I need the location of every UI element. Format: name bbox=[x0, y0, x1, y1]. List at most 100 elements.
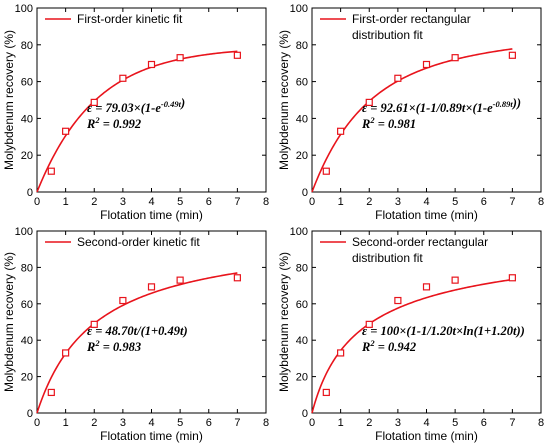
plot-frame bbox=[311, 230, 542, 414]
fit-curve bbox=[36, 50, 238, 193]
data-point bbox=[394, 74, 402, 82]
y-tick-label: 0 bbox=[27, 408, 33, 420]
y-tick-label: 20 bbox=[21, 372, 33, 384]
x-tick-label: 2 bbox=[91, 417, 97, 429]
y-tick-label: 100 bbox=[15, 226, 33, 238]
y-axis-label: Molybdenum recovery (%) bbox=[2, 30, 16, 170]
x-tick-label: 6 bbox=[481, 196, 487, 208]
data-point bbox=[322, 388, 330, 397]
data-point bbox=[47, 167, 55, 175]
data-point bbox=[147, 60, 156, 69]
y-tick-label: 0 bbox=[302, 408, 308, 420]
x-tick-label: 7 bbox=[509, 417, 515, 429]
data-point bbox=[508, 51, 516, 59]
y-tick-label: 40 bbox=[21, 113, 33, 125]
legend-label: distribution fit bbox=[352, 251, 423, 265]
plot-frame bbox=[36, 230, 267, 414]
data-point bbox=[394, 296, 402, 305]
data-point bbox=[90, 320, 98, 328]
x-tick-label: 4 bbox=[148, 196, 154, 208]
x-tick-label: 7 bbox=[509, 196, 515, 208]
x-tick-label: 3 bbox=[395, 417, 401, 429]
data-point bbox=[119, 296, 127, 305]
y-tick-label: 60 bbox=[296, 77, 308, 89]
fit-equation: ε = 100×(1-1/1.20t×ln(1+1.20t)) bbox=[362, 324, 525, 338]
data-point bbox=[47, 388, 55, 397]
x-tick-label: 2 bbox=[91, 196, 97, 208]
x-tick-label: 8 bbox=[263, 417, 269, 429]
y-axis-label: Molybdenum recovery (%) bbox=[277, 252, 291, 392]
y-tick-label: 20 bbox=[296, 372, 308, 384]
y-tick-label: 40 bbox=[21, 335, 33, 347]
y-tick-label: 100 bbox=[290, 3, 308, 15]
x-tick-label: 4 bbox=[148, 417, 154, 429]
x-tick-label: 8 bbox=[538, 417, 544, 429]
legend-label: Second-order kinetic fit bbox=[77, 235, 200, 249]
fit-equation: ε = 79.03×(1-e-0.49t) bbox=[87, 96, 185, 115]
y-axis-label: Molybdenum recovery (%) bbox=[2, 252, 16, 392]
data-point bbox=[90, 98, 98, 106]
fit-equation: ε = 48.70t/(1+0.49t) bbox=[87, 324, 188, 338]
data-point bbox=[422, 283, 431, 291]
x-tick-label: 2 bbox=[366, 417, 372, 429]
x-tick-label: 4 bbox=[423, 196, 429, 208]
data-point bbox=[337, 127, 345, 135]
r-squared: R2 = 0.983 bbox=[86, 338, 141, 354]
x-tick-label: 0 bbox=[34, 196, 40, 208]
y-tick-label: 60 bbox=[21, 299, 33, 311]
y-tick-label: 80 bbox=[21, 262, 33, 274]
y-tick-label: 40 bbox=[296, 335, 308, 347]
legend-label: First-order kinetic fit bbox=[77, 12, 183, 26]
x-tick-label: 5 bbox=[452, 196, 458, 208]
y-tick-label: 40 bbox=[296, 113, 308, 125]
data-point bbox=[176, 54, 184, 62]
x-tick-label: 1 bbox=[338, 196, 344, 208]
y-axis-label: Molybdenum recovery (%) bbox=[277, 30, 291, 170]
data-point bbox=[233, 274, 241, 282]
y-tick-label: 80 bbox=[296, 262, 308, 274]
x-tick-label: 0 bbox=[309, 417, 315, 429]
x-axis-label: Flotation time (min) bbox=[375, 208, 478, 222]
y-tick-label: 80 bbox=[21, 40, 33, 52]
x-tick-label: 1 bbox=[338, 417, 344, 429]
x-tick-label: 8 bbox=[538, 196, 544, 208]
x-tick-label: 1 bbox=[63, 417, 69, 429]
y-tick-label: 20 bbox=[296, 150, 308, 162]
data-point bbox=[233, 51, 241, 59]
fit-curve bbox=[311, 48, 513, 193]
y-tick-label: 20 bbox=[21, 150, 33, 162]
y-tick-label: 80 bbox=[296, 40, 308, 52]
data-point bbox=[508, 274, 516, 282]
x-tick-label: 0 bbox=[34, 417, 40, 429]
y-tick-label: 60 bbox=[296, 299, 308, 311]
r-squared: R2 = 0.981 bbox=[361, 115, 416, 131]
data-point bbox=[365, 320, 373, 328]
x-tick-label: 5 bbox=[177, 417, 183, 429]
fit-equation: ε = 92.61×(1-1/0.89t×(1-e-0.89t)) bbox=[362, 96, 521, 115]
y-tick-label: 0 bbox=[302, 187, 308, 199]
y-tick-label: 100 bbox=[15, 3, 33, 15]
plot-frame bbox=[36, 7, 267, 193]
data-point bbox=[176, 276, 184, 284]
data-point bbox=[62, 349, 70, 357]
x-tick-label: 4 bbox=[423, 417, 429, 429]
data-point bbox=[451, 276, 459, 284]
x-tick-label: 7 bbox=[234, 417, 240, 429]
x-tick-label: 3 bbox=[120, 417, 126, 429]
x-tick-label: 0 bbox=[309, 196, 315, 208]
x-tick-label: 2 bbox=[366, 196, 372, 208]
data-point bbox=[422, 60, 431, 69]
x-tick-label: 6 bbox=[206, 196, 212, 208]
data-point bbox=[119, 74, 127, 82]
x-axis-label: Flotation time (min) bbox=[100, 208, 203, 222]
x-tick-label: 3 bbox=[395, 196, 401, 208]
x-tick-label: 3 bbox=[120, 196, 126, 208]
data-point bbox=[337, 349, 345, 357]
x-tick-label: 6 bbox=[481, 417, 487, 429]
r-squared: R2 = 0.942 bbox=[361, 338, 416, 354]
x-tick-label: 5 bbox=[177, 196, 183, 208]
data-point bbox=[62, 127, 70, 135]
